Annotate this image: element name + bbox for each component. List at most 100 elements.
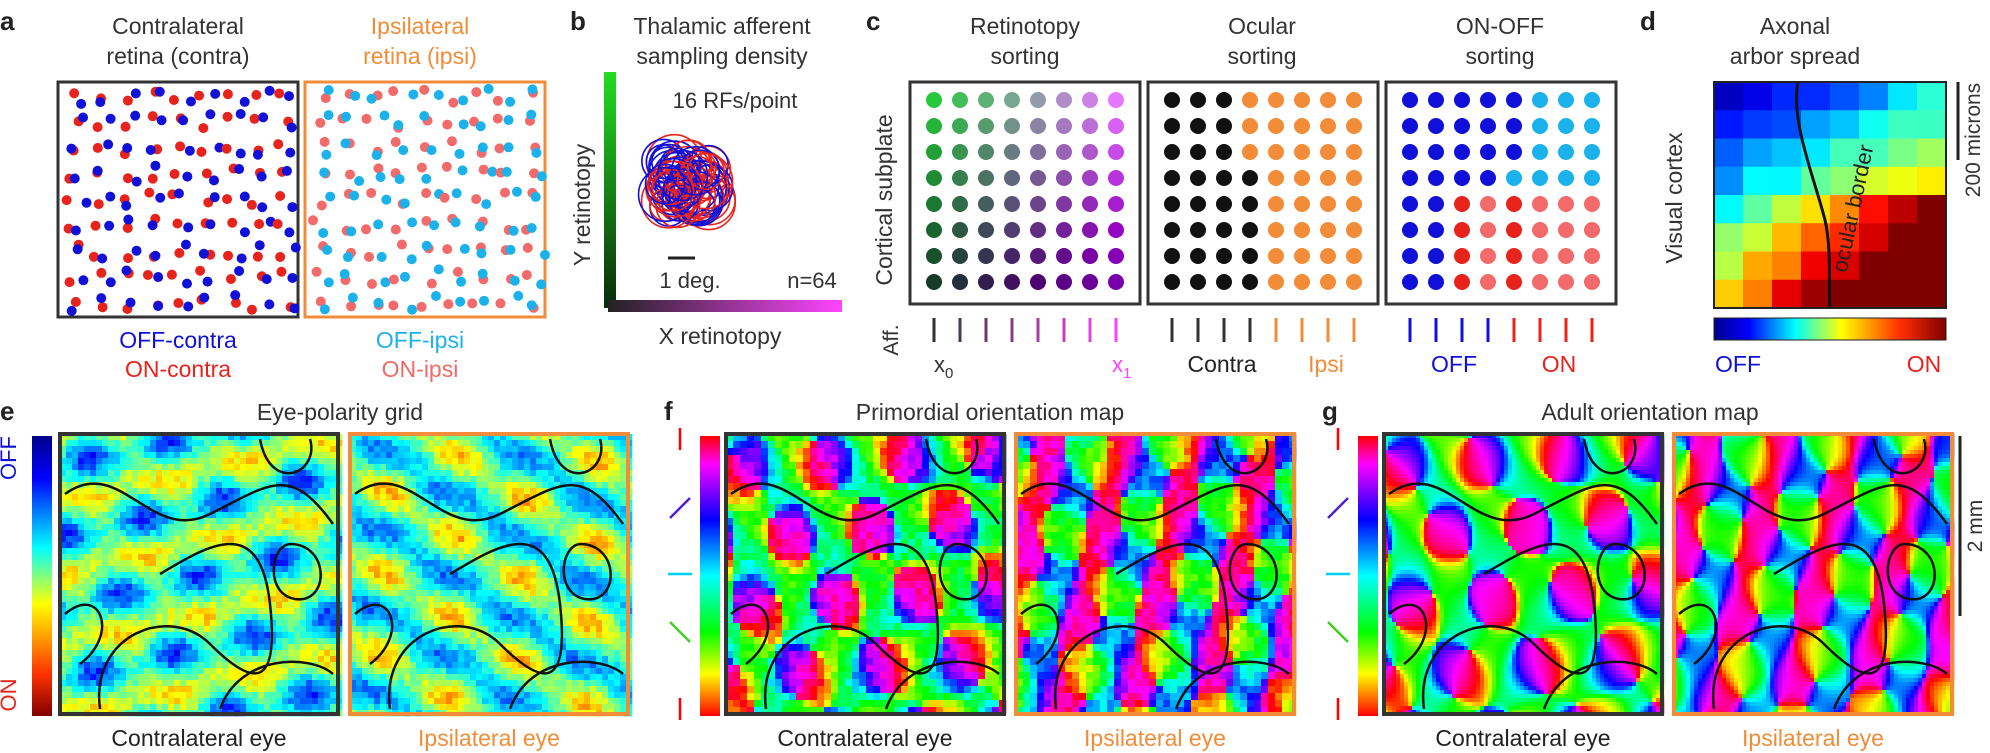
map-pixel: [392, 608, 399, 615]
map-pixel: [398, 464, 405, 471]
map-pixel: [614, 524, 621, 531]
map-pixel: [560, 470, 567, 477]
ipsi-retina-title-line2: retina (ipsi): [363, 43, 477, 69]
map-pixel: [608, 632, 615, 639]
map-pixel: [72, 662, 79, 669]
map-pixel: [210, 650, 217, 657]
on-contra-cell: [225, 274, 236, 285]
map-pixel: [276, 494, 283, 501]
map-pixel: [362, 482, 369, 489]
map-pixel: [126, 488, 133, 495]
subplate-dot: [978, 274, 994, 290]
map-pixel: [470, 620, 477, 627]
map-pixel: [318, 608, 325, 615]
ocular-sorting-box: [1146, 80, 1380, 306]
map-pixel: [60, 524, 67, 531]
map-pixel: [602, 506, 609, 513]
map-pixel: [60, 500, 67, 507]
map-pixel: [156, 614, 163, 621]
map-pixel: [566, 434, 573, 441]
map-pixel: [620, 638, 627, 645]
map-pixel: [482, 632, 489, 639]
map-pixel: [90, 488, 97, 495]
map-pixel: [578, 482, 585, 489]
off-contra-cell: [261, 274, 272, 285]
map-pixel: [96, 530, 103, 537]
map-pixel: [276, 638, 283, 645]
map-pixel: [150, 596, 157, 603]
map-pixel: [300, 452, 307, 459]
map-pixel: [72, 584, 79, 591]
map-pixel: [368, 668, 375, 675]
map-pixel: [596, 584, 603, 591]
y-retinotopy-bar: [604, 72, 616, 308]
map-pixel: [380, 686, 387, 693]
map-pixel: [78, 536, 85, 543]
map-pixel: [60, 590, 67, 597]
on-contra-cell: [174, 248, 185, 259]
map-pixel: [530, 548, 537, 555]
map-pixel: [240, 662, 247, 669]
map-pixel: [270, 614, 277, 621]
heatmap-cell: [1743, 166, 1773, 196]
map-pixel: [548, 578, 555, 585]
map-pixel: [566, 506, 573, 513]
map-pixel: [84, 518, 91, 525]
map-pixel: [482, 536, 489, 543]
map-pixel: [102, 656, 109, 663]
subplate-dot: [1320, 92, 1336, 108]
map-pixel: [536, 650, 543, 657]
map-pixel: [488, 434, 495, 441]
map-pixel: [614, 578, 621, 585]
map-pixel: [602, 638, 609, 645]
map-pixel: [102, 620, 109, 627]
map-pixel: [380, 656, 387, 663]
map-pixel: [102, 530, 109, 537]
map-pixel: [530, 512, 537, 519]
map-pixel: [596, 656, 603, 663]
map-pixel: [306, 572, 313, 579]
map-pixel: [84, 596, 91, 603]
map-pixel: [464, 446, 471, 453]
map-pixel: [66, 632, 73, 639]
map-pixel: [84, 440, 91, 447]
map-pixel: [386, 590, 393, 597]
map-pixel: [144, 482, 151, 489]
map-pixel: [78, 560, 85, 567]
map-pixel: [120, 602, 127, 609]
map-pixel: [434, 518, 441, 525]
map-pixel: [150, 530, 157, 537]
map-pixel: [300, 686, 307, 693]
map-pixel: [464, 542, 471, 549]
map-pixel: [168, 692, 175, 699]
map-pixel: [488, 596, 495, 603]
map-pixel: [252, 578, 259, 585]
map-pixel: [330, 590, 337, 597]
subplate-dot: [1558, 92, 1574, 108]
map-pixel: [222, 494, 229, 501]
on-contra-cell: [64, 277, 75, 288]
map-pixel: [476, 686, 483, 693]
map-pixel: [620, 620, 627, 627]
map-pixel: [608, 530, 615, 537]
map-pixel: [216, 656, 223, 663]
subplate-dot: [1558, 222, 1574, 238]
map-pixel: [60, 584, 67, 591]
map-pixel: [446, 548, 453, 555]
map-pixel: [446, 536, 453, 543]
map-pixel: [350, 662, 357, 669]
map-pixel: [602, 578, 609, 585]
subplate-dot: [978, 144, 994, 160]
on-contra-cell: [172, 218, 183, 229]
map-pixel: [362, 668, 369, 675]
map-pixel: [494, 656, 501, 663]
map-pixel: [306, 602, 313, 609]
map-pixel: [258, 698, 265, 705]
map-pixel: [264, 614, 271, 621]
map-pixel: [518, 440, 525, 447]
map-pixel: [174, 482, 181, 489]
map-pixel: [324, 518, 331, 525]
subplate-dot: [1030, 248, 1046, 264]
map-pixel: [156, 530, 163, 537]
map-pixel: [84, 560, 91, 567]
